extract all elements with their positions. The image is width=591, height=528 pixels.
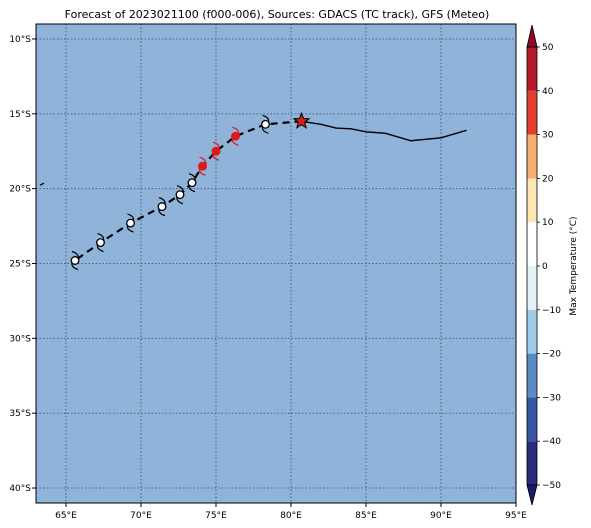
y-tick-label: 25°S bbox=[9, 260, 31, 270]
colorbar-tick-label: 50 bbox=[542, 43, 554, 53]
colorbar-tick-label: 10 bbox=[542, 218, 554, 228]
map-title: Forecast of 2023021100 (f000-006), Sourc… bbox=[64, 8, 490, 21]
colorbar-tick-label: −50 bbox=[542, 481, 561, 491]
colorbar-bin bbox=[527, 441, 537, 485]
colorbar-extend-low bbox=[526, 484, 538, 506]
colorbar-tick-label: −20 bbox=[542, 350, 561, 360]
colorbar-bin bbox=[527, 353, 537, 398]
colorbar-label: Max Temperature (°C) bbox=[569, 216, 579, 315]
colorbar-bin bbox=[527, 266, 537, 310]
y-axis-ticks: 10°S 15°S 20°S 25°S 30°S 35°S 40°S bbox=[9, 35, 36, 494]
colorbar-extend-high bbox=[526, 24, 538, 48]
y-tick-label: 15°S bbox=[9, 110, 31, 120]
cyclone-symbol-icon bbox=[126, 213, 135, 233]
colorbar-tick-label: −40 bbox=[542, 437, 561, 447]
x-tick-label: 65°E bbox=[55, 511, 77, 521]
colorbar-tick-label: 0 bbox=[542, 262, 548, 272]
x-tick-label: 75°E bbox=[205, 511, 227, 521]
colorbar-tick-label: 30 bbox=[542, 131, 554, 141]
track-markers bbox=[39, 111, 311, 271]
colorbar-bin bbox=[527, 47, 537, 91]
colorbar-bin bbox=[527, 222, 537, 266]
y-tick-label: 30°S bbox=[9, 334, 31, 344]
x-axis-ticks: 65°E 70°E 75°E 80°E 85°E 90°E 95°E bbox=[55, 503, 527, 521]
x-tick-label: 80°E bbox=[280, 511, 302, 521]
cyclone-symbol-icon bbox=[231, 126, 240, 146]
cyclone-symbol-icon bbox=[175, 185, 185, 205]
colorbar-bin bbox=[527, 90, 537, 135]
observed-track bbox=[301, 120, 467, 142]
x-tick-label: 95°E bbox=[505, 511, 527, 521]
small-track-mark bbox=[39, 182, 45, 186]
colorbar-tick-label: −10 bbox=[542, 306, 561, 316]
cyclone-symbol-icon bbox=[96, 232, 105, 253]
y-tick-label: 40°S bbox=[9, 484, 31, 494]
cyclone-symbol-icon bbox=[198, 156, 207, 176]
colorbar-bin bbox=[527, 178, 537, 223]
x-tick-label: 85°E bbox=[355, 511, 377, 521]
colorbar-tick-label: 40 bbox=[542, 87, 554, 97]
colorbar-bin bbox=[527, 309, 537, 354]
gridlines bbox=[36, 24, 516, 503]
y-tick-label: 10°S bbox=[9, 35, 31, 45]
y-tick-label: 20°S bbox=[9, 185, 31, 195]
cyclone-symbol-icon bbox=[187, 173, 197, 193]
cyclone-symbol-icon bbox=[211, 141, 221, 161]
observed-track-line bbox=[301, 120, 467, 142]
x-tick-label: 90°E bbox=[430, 511, 452, 521]
x-tick-label: 70°E bbox=[130, 511, 152, 521]
ocean-background bbox=[36, 24, 516, 503]
colorbar-bin bbox=[527, 134, 537, 179]
cyclone-symbol-icon bbox=[261, 114, 270, 134]
colorbar-tick-label: 20 bbox=[542, 174, 554, 184]
colorbar: −50 −40 −30 −20 −10 0 10 20 30 40 50 Max Temperatur… bbox=[526, 24, 579, 506]
cyclone-symbol-icon bbox=[70, 250, 80, 271]
colorbar-tick-label: −30 bbox=[542, 393, 561, 403]
cyclone-symbol-icon bbox=[157, 197, 167, 217]
colorbar-bin bbox=[527, 397, 537, 442]
y-tick-label: 35°S bbox=[9, 409, 31, 419]
current-position-star-icon bbox=[292, 111, 311, 129]
